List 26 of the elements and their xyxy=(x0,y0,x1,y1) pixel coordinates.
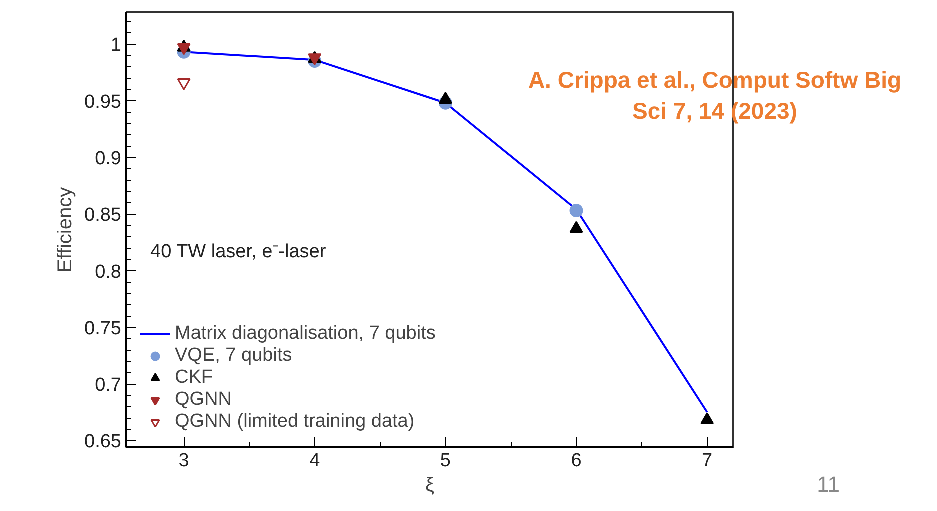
point xyxy=(570,221,584,234)
y-axis-title: Efficiency xyxy=(54,187,77,273)
legend-label: VQE, 7 qubits xyxy=(175,345,292,367)
text: 11 xyxy=(817,471,840,499)
y-tick-label: 0.9 xyxy=(95,148,122,170)
y-tick-label: 0.8 xyxy=(95,262,122,283)
y-tick-label: 0.95 xyxy=(84,92,122,113)
point xyxy=(438,92,452,104)
x-tick-label: 5 xyxy=(440,450,451,472)
y-tick-label: 1 xyxy=(110,35,122,56)
y-tick-label: 0.65 xyxy=(84,432,122,453)
x-tick-label: 4 xyxy=(310,450,321,472)
legend-label: Matrix diagonalisation, 7 qubits xyxy=(175,323,436,345)
x-tick-label: 3 xyxy=(178,450,190,472)
legend-label: QGNN xyxy=(175,389,232,411)
legend-label: CKF xyxy=(175,367,213,389)
point xyxy=(700,412,714,425)
point xyxy=(570,204,584,218)
y-tick-label: 0.75 xyxy=(84,318,122,340)
legend-label: QGNN (limited training data) xyxy=(175,411,415,433)
y-tick-label: 0.85 xyxy=(84,205,122,226)
x-tick-label: 7 xyxy=(702,450,713,472)
x-axis-title: ξ xyxy=(426,474,435,496)
x-tick-label: 6 xyxy=(571,450,582,472)
annotation: 40 TW laser, e⁻-laser xyxy=(150,242,327,262)
y-tick-label: 0.7 xyxy=(95,375,122,396)
